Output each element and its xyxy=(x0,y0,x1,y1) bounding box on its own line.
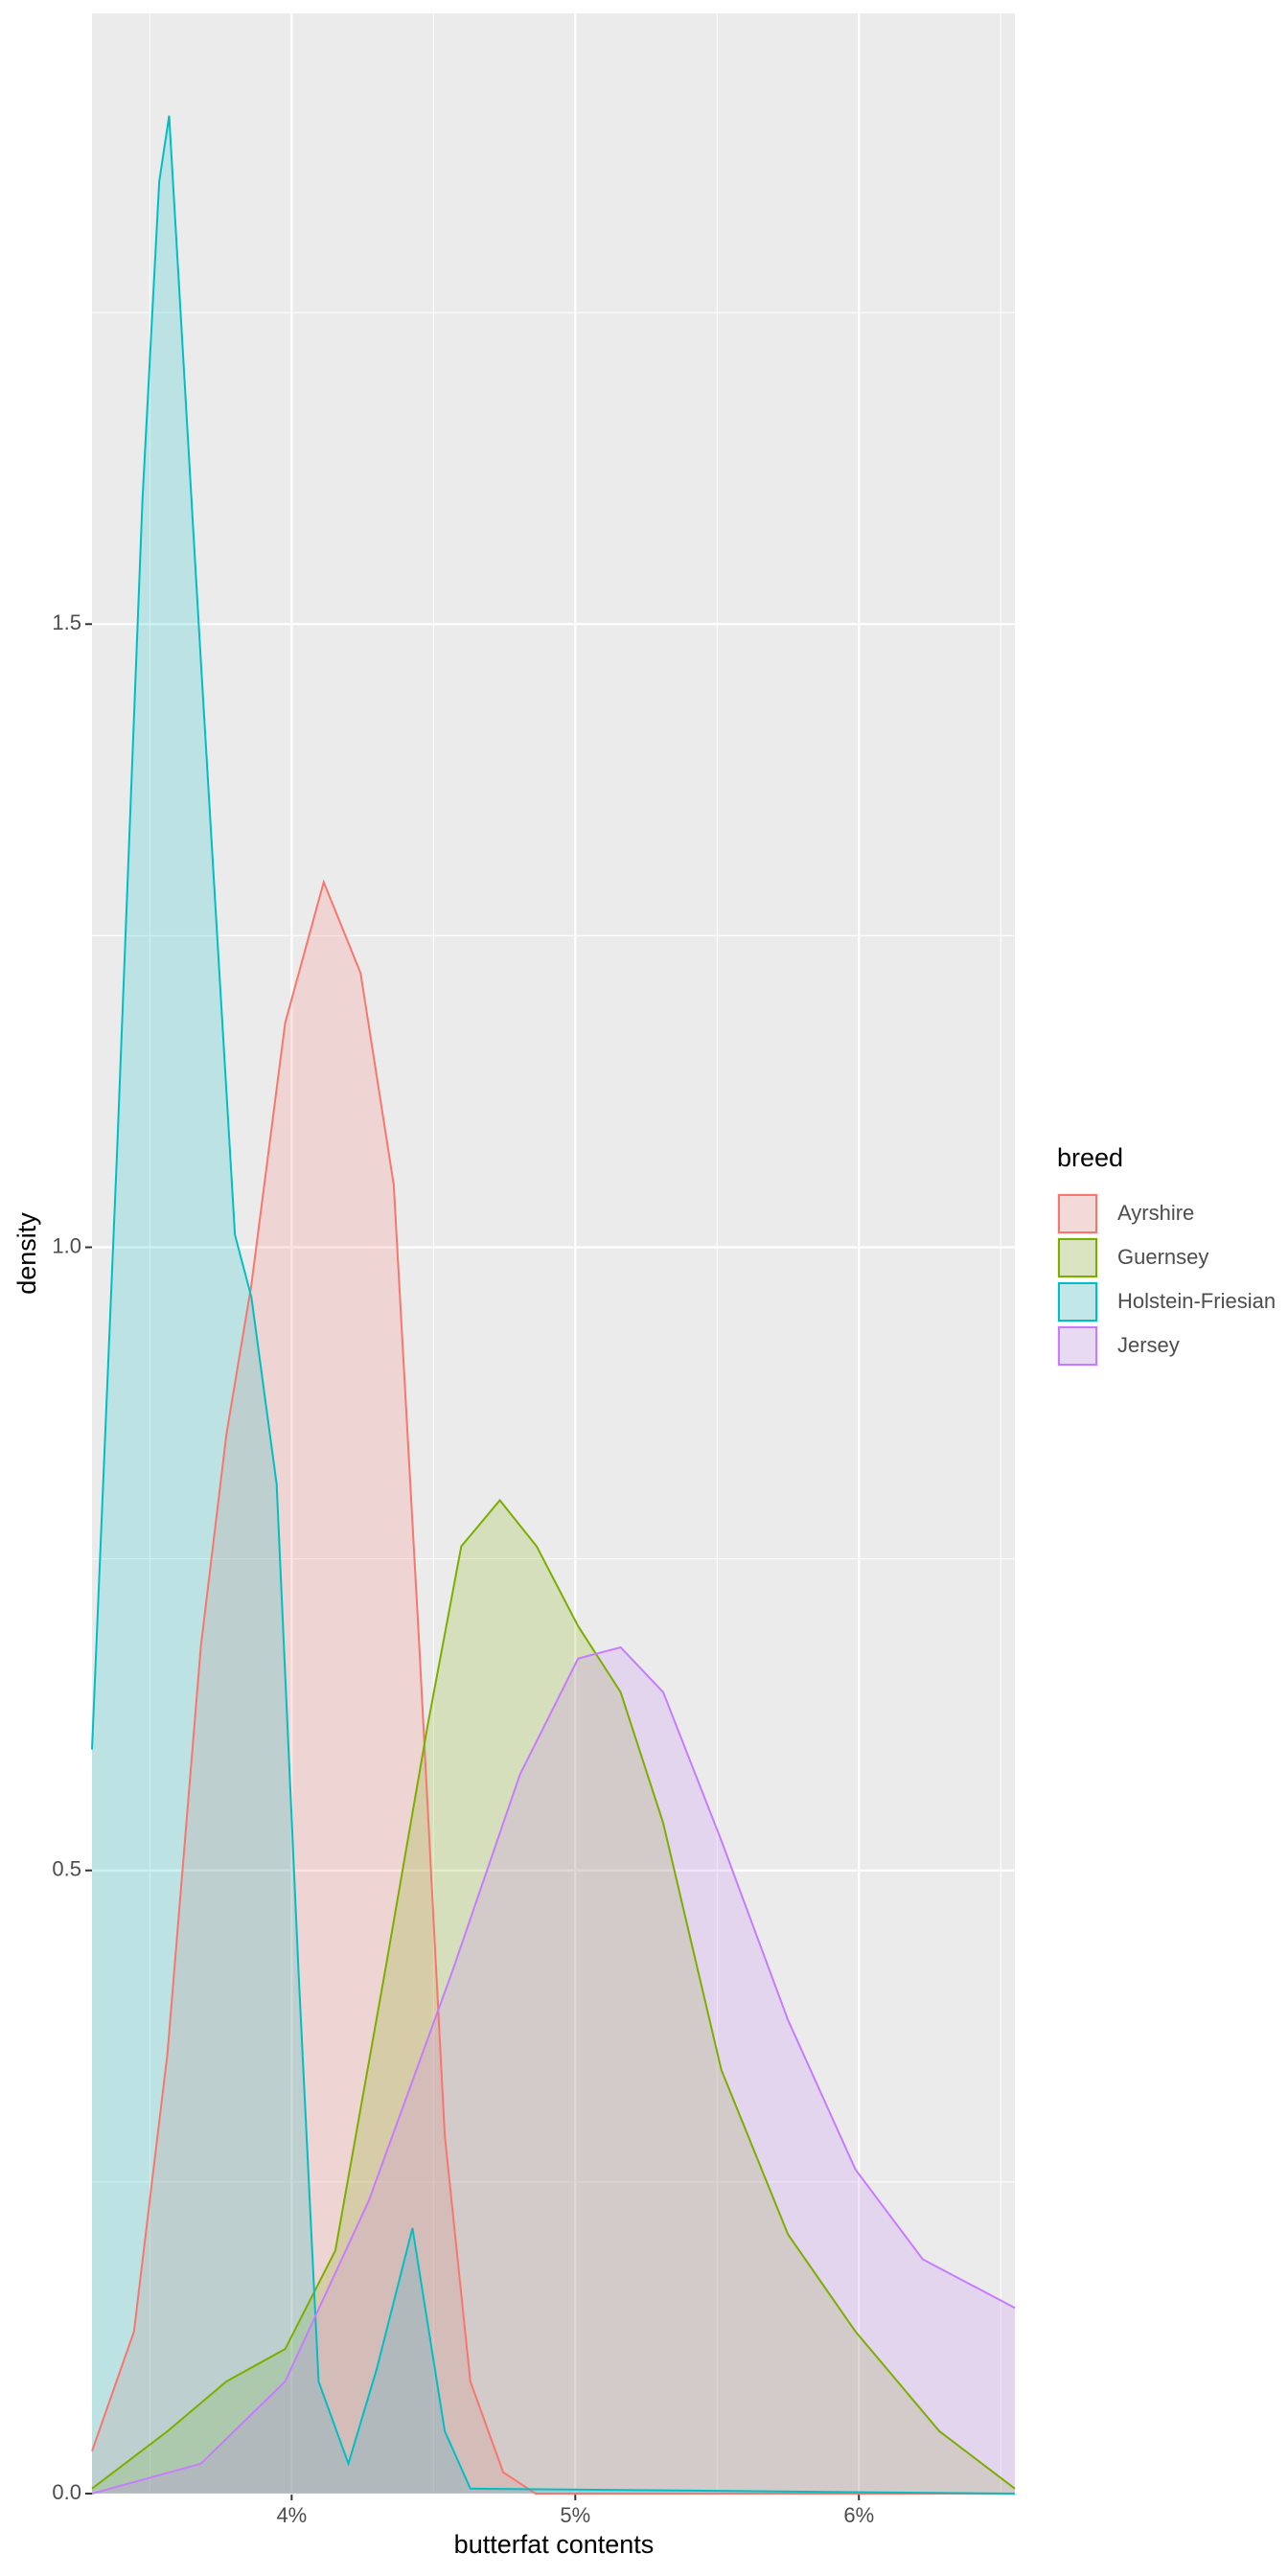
y-tick-label: 1.0 xyxy=(52,1233,81,1257)
x-axis-title: butterfat contents xyxy=(454,2530,655,2559)
y-tick-label: 0.5 xyxy=(52,1857,81,1881)
legend-title: breed xyxy=(1057,1143,1123,1172)
density-line xyxy=(91,115,1016,2495)
density-line xyxy=(91,879,1015,2495)
x-tick-label: 4% xyxy=(276,2503,307,2527)
legend-key xyxy=(1058,1194,1097,1233)
legend-key xyxy=(1058,1238,1097,1277)
y-axis-title: density xyxy=(12,1212,41,1295)
density-area xyxy=(92,1646,1015,2494)
density-line xyxy=(91,1498,1016,2490)
legend-label: Jersey xyxy=(1117,1333,1180,1357)
legend-key-bg xyxy=(1057,1281,1098,1322)
density-line xyxy=(91,1645,1016,2495)
panel xyxy=(92,13,1015,2494)
density-area xyxy=(92,115,1015,2495)
x-tick-label: 5% xyxy=(560,2503,590,2527)
density-area xyxy=(92,882,1015,2495)
y-tick-label: 0.0 xyxy=(52,2480,81,2504)
y-tick-label: 1.5 xyxy=(52,610,81,634)
legend-label: Ayrshire xyxy=(1117,1201,1194,1225)
legend-label: Holstein-Friesian xyxy=(1117,1289,1276,1313)
legend-label: Guernsey xyxy=(1117,1245,1208,1269)
legend-key xyxy=(1058,1282,1097,1322)
legend-key-bg xyxy=(1057,1325,1098,1367)
density-area xyxy=(92,1500,1015,2494)
legend-key-bg xyxy=(1057,1237,1098,1278)
legend-key xyxy=(1058,1326,1097,1366)
legend-key-bg xyxy=(1057,1193,1098,1234)
x-tick-label: 6% xyxy=(843,2503,874,2527)
